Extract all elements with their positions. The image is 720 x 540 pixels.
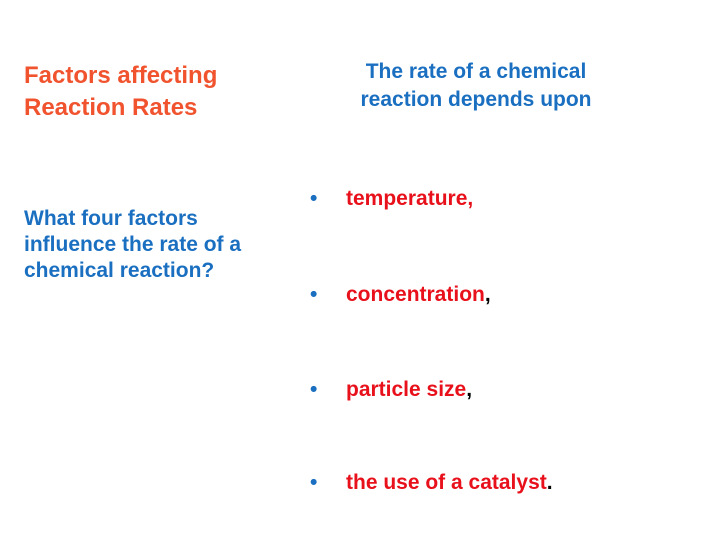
factor-term: the use of a catalyst — [346, 471, 547, 494]
intro-text: The rate of a chemical reaction depends … — [306, 58, 646, 114]
bullet-icon: • — [310, 378, 318, 401]
intro-line-1: The rate of a chemical — [365, 60, 587, 83]
factor-item-concentration: • concentration, — [310, 282, 491, 308]
bullet-icon: • — [310, 283, 318, 306]
slide-title: Factors affecting Reaction Rates — [24, 62, 218, 121]
factor-term: concentration — [346, 283, 485, 306]
factor-punctuation: , — [466, 378, 473, 401]
factor-item-catalyst: • the use of a catalyst. — [310, 470, 553, 496]
intro-line-2: reaction depends upon — [360, 88, 592, 111]
factor-item-particle-size: • particle size, — [310, 377, 472, 403]
factor-punctuation: , — [484, 283, 491, 306]
bullet-icon: • — [310, 187, 318, 210]
bullet-icon: • — [310, 471, 318, 494]
factor-item-temperature: • temperature, — [310, 186, 473, 212]
question-text: What four factors influence the rate of … — [24, 207, 242, 282]
factor-punctuation: . — [546, 471, 553, 494]
factor-term: temperature, — [346, 187, 474, 210]
factor-term: particle size — [346, 378, 467, 401]
